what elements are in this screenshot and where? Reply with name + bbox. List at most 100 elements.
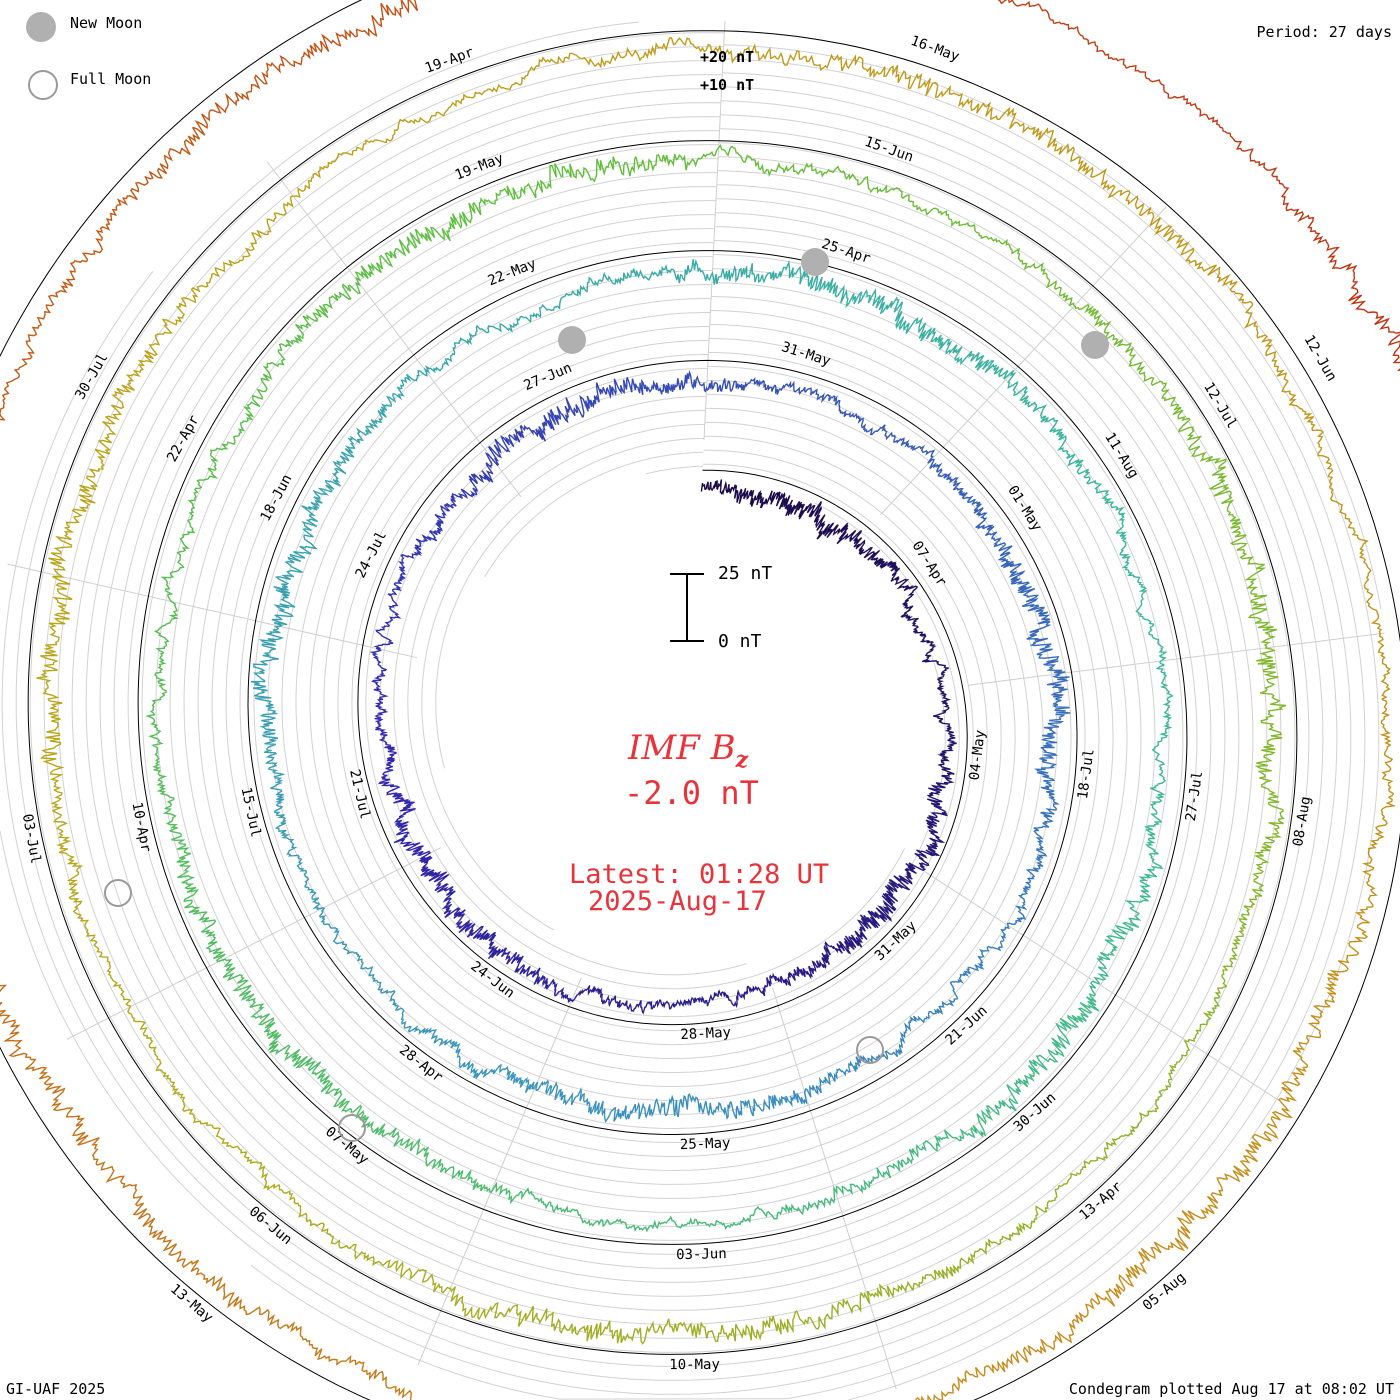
series-line (1017, 581, 1052, 644)
scale-20-label: +20 nT (700, 48, 755, 66)
spoke (703, 20, 726, 441)
series-line (1254, 730, 1285, 832)
period-label: Period: 27 days (1256, 23, 1392, 41)
grid-circle (723, 44, 1382, 609)
series-line (912, 1238, 1003, 1291)
series-line (144, 272, 214, 364)
series-line (1124, 828, 1164, 909)
series-line (25, 1058, 100, 1166)
series-line (594, 264, 670, 287)
series-line (818, 276, 898, 315)
series-line (711, 1309, 817, 1343)
tick-label: 19-Apr (423, 44, 476, 76)
series-line (535, 1079, 600, 1115)
grid-circle (351, 354, 974, 1032)
grid-circle (239, 242, 1086, 1143)
series-line (485, 52, 596, 93)
series-line (730, 1090, 799, 1119)
series-line (466, 1062, 539, 1093)
series-line (527, 276, 596, 323)
series-line (937, 718, 957, 763)
series-line (284, 1320, 391, 1389)
series-line (635, 144, 733, 172)
series-line (747, 377, 806, 396)
series-line (1066, 453, 1126, 518)
full-moon-label: Full Moon (70, 70, 152, 88)
grid-circle (253, 256, 1072, 1129)
series-line (952, 481, 995, 536)
series-line (105, 127, 201, 225)
grid-circle (197, 200, 1128, 1185)
series-line (414, 502, 454, 551)
series-line (609, 1318, 713, 1345)
scale-10-label: +10 nT (700, 76, 755, 94)
series-line (1115, 515, 1148, 596)
series-line (1144, 750, 1167, 831)
scale-bar (686, 573, 688, 641)
series-line (1073, 303, 1146, 375)
series-line (738, 488, 783, 508)
series-line (1305, 932, 1369, 1039)
series-line (284, 505, 319, 578)
series-line (259, 716, 286, 789)
grid-circle (15, 21, 1310, 1367)
scale-bar-bottom-label: 0 nT (718, 631, 762, 652)
series-line (867, 879, 903, 929)
tick-label: 10-May (669, 1357, 720, 1373)
series-line (824, 165, 915, 207)
series-line (1000, 238, 1075, 307)
grid-circle (393, 395, 906, 990)
series-line (347, 386, 405, 449)
series-line (459, 179, 547, 227)
series-line (631, 369, 692, 395)
series-line (559, 985, 610, 1005)
grid-circle (407, 409, 747, 976)
imf-title: IMF Bz (628, 728, 748, 773)
series-line (913, 204, 1002, 244)
series-line (705, 985, 753, 1008)
series-line (594, 37, 707, 69)
series-line (689, 374, 749, 393)
series-line (1001, 1172, 1081, 1242)
series-line (983, 1311, 1089, 1377)
grid-circle (723, 58, 1380, 1141)
series-line (360, 1115, 437, 1170)
tick-label: 16-May (908, 33, 961, 65)
series-line (815, 1280, 914, 1330)
series-line (597, 1097, 667, 1123)
series-line (397, 342, 458, 390)
series-line (176, 478, 209, 566)
series-line (1024, 822, 1050, 887)
series-line (1151, 671, 1174, 752)
grid-circle (323, 326, 1002, 1060)
grid-circle (29, 32, 1296, 1353)
series-line (853, 1027, 908, 1070)
grid-circle (267, 269, 1058, 1115)
series-line (1155, 1019, 1209, 1109)
series-line (597, 1215, 684, 1233)
series-line (94, 359, 147, 462)
grid-circle (421, 423, 705, 931)
series-line (904, 981, 958, 1032)
tick-label: 31-May (779, 339, 832, 370)
series-line (291, 138, 388, 199)
grid-circle (1, 114, 1324, 1381)
series-line (857, 415, 910, 448)
series-line (919, 635, 949, 677)
series-line (369, 647, 389, 704)
series-line (409, 1269, 505, 1321)
grid-circle (295, 298, 1030, 1087)
series-line (302, 262, 382, 327)
series-line (700, 479, 742, 503)
spoke (924, 871, 1279, 1101)
series-line (915, 1366, 985, 1400)
grid-circle (0, 100, 1338, 1395)
series-line (893, 849, 938, 891)
series-line (900, 595, 927, 637)
moon-markers (104, 248, 1109, 1142)
series-line (847, 1143, 922, 1196)
series-line (484, 424, 530, 469)
series-line (1176, 1141, 1260, 1240)
